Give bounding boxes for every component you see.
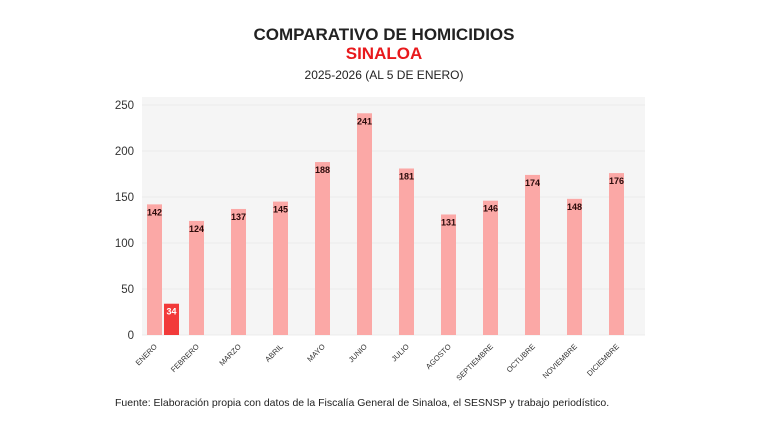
data-label: 131 [441,217,456,227]
bar-2025 [609,173,624,335]
x-tick-label: SEPTIEMBRE [454,342,495,383]
y-tick-label: 50 [121,284,134,296]
x-tick-label: FEBRERO [169,342,201,374]
data-label: 181 [399,171,414,181]
x-tick-label: ABRIL [263,342,285,364]
bar-2025 [273,201,288,335]
data-label: 174 [525,178,540,188]
data-label: 124 [189,224,204,234]
x-tick-label: NOVIEMBRE [541,342,579,380]
bar-2026 [164,303,179,335]
x-tick-label: JULIO [390,342,412,364]
chart-title: COMPARATIVO DE HOMICIDIOS [254,25,515,44]
y-tick-label: 200 [115,146,134,158]
x-tick-label: MAYO [305,342,327,364]
data-label: 34 [166,307,176,317]
x-tick-label: ENERO [134,342,159,367]
data-label: 148 [567,202,582,212]
bar-2025 [567,198,582,335]
x-tick-label: JUNIO [347,342,369,364]
y-tick-label: 100 [115,238,134,250]
y-tick-label: 250 [115,100,134,112]
y-tick-label: 0 [128,330,134,342]
bar-2025 [147,204,162,335]
plot-area [142,97,645,335]
data-label: 188 [315,165,330,175]
bar-2025 [441,214,456,335]
data-label: 241 [357,116,372,126]
data-label: 137 [231,212,246,222]
x-tick-label: AGOSTO [424,342,453,371]
source-note: Fuente: Elaboración propia con datos de … [115,397,609,409]
data-label: 145 [273,205,288,215]
data-label: 176 [609,176,624,186]
data-label: 146 [483,204,498,214]
bar-2025 [525,174,540,335]
bar-2025 [231,208,246,335]
x-tick-label: MARZO [217,342,243,368]
bar-2025 [189,220,204,335]
bar-2025 [315,162,330,335]
data-label: 142 [147,207,162,217]
x-tick-label: OCTUBRE [505,342,537,374]
bar-2025 [357,113,372,335]
bar-2025 [399,168,414,335]
chart-period: 2025-2026 (AL 5 DE ENERO) [305,68,464,82]
y-tick-label: 150 [115,192,134,204]
chart-subtitle: SINALOA [346,44,423,63]
x-tick-label: DICIEMBRE [585,342,621,378]
bar-2025 [483,200,498,335]
